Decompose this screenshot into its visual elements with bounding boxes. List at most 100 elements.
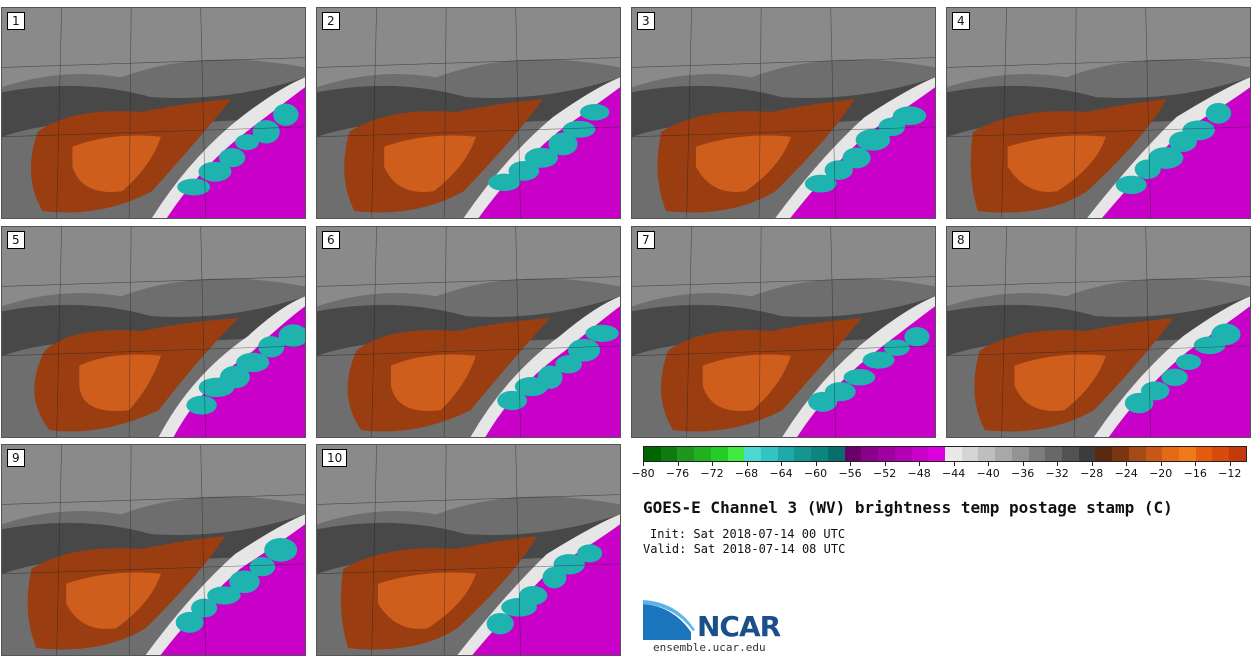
colorbar-tick-label: −72: [700, 467, 724, 480]
stamp-10[interactable]: 10: [316, 444, 621, 656]
colorbar-tick: [1022, 462, 1024, 466]
stamp-number: 2: [322, 12, 340, 30]
colorbar-tick: [919, 462, 921, 466]
colorbar-segment: [1229, 447, 1246, 461]
colorbar-tick: [1057, 462, 1059, 466]
satellite-map: [632, 8, 935, 218]
stamp-number: 7: [637, 231, 655, 249]
stamp-number: 6: [322, 231, 340, 249]
ncar-logo-icon: [643, 600, 695, 640]
stamp-4[interactable]: 4: [946, 7, 1251, 219]
stamp-number: 1: [7, 12, 25, 30]
colorbar: [643, 446, 1247, 462]
colorbar-tick: [1091, 462, 1093, 466]
colorbar-segment: [827, 447, 845, 461]
colorbar-tick-label: −24: [1114, 467, 1138, 480]
satellite-map: [947, 227, 1250, 437]
colorbar-segment: [1145, 447, 1163, 461]
colorbar-tick: [884, 462, 886, 466]
colorbar-segment: [1162, 447, 1179, 461]
colorbar-segment: [911, 447, 929, 461]
stamp-2[interactable]: 2: [316, 7, 621, 219]
colorbar-ticks: −80 −76 −72 −68 −64 −60 −56 −52 −48 −44 −40 −36 −32 −…: [631, 462, 1247, 484]
colorbar-segment: [727, 447, 745, 461]
colorbar-tick-label: −68: [734, 467, 759, 480]
figure-title: GOES-E Channel 3 (WV) brightness temp po…: [643, 498, 1173, 517]
colorbar-segment: [761, 447, 778, 461]
colorbar-segment: [1128, 447, 1146, 461]
colorbar-segment: [894, 447, 912, 461]
colorbar-tick-label: −16: [1183, 467, 1207, 480]
stamp-number: 3: [637, 12, 655, 30]
colorbar-segment: [1028, 447, 1046, 461]
colorbar-segment: [811, 447, 828, 461]
colorbar-tick-label: −36: [1011, 467, 1035, 480]
stamp-5[interactable]: 5: [1, 226, 306, 438]
colorbar-segment: [694, 447, 711, 461]
colorbar-tick-label: −52: [872, 467, 897, 480]
stamp-number: 8: [952, 231, 970, 249]
stamp-number: 4: [952, 12, 970, 30]
colorbar-segment: [844, 447, 862, 461]
colorbar-tick-label: −80: [631, 467, 655, 480]
stamp-9[interactable]: 9: [1, 444, 306, 656]
colorbar-segment: [944, 447, 962, 461]
colorbar-segment: [644, 447, 661, 461]
site-url[interactable]: ensemble.ucar.edu: [653, 641, 766, 654]
satellite-map: [317, 227, 620, 437]
colorbar-tick: [815, 462, 817, 466]
satellite-map: [2, 445, 305, 655]
colorbar-tick: [677, 462, 679, 466]
init-time: Init: Sat 2018-07-14 00 UTC: [650, 527, 846, 541]
colorbar-segment: [978, 447, 996, 461]
colorbar-tick-label: −40: [976, 467, 1000, 480]
colorbar-segment: [660, 447, 678, 461]
colorbar-segment: [1011, 447, 1029, 461]
colorbar-tick: [781, 462, 783, 466]
colorbar-segment: [1095, 447, 1113, 461]
colorbar-segment: [1112, 447, 1129, 461]
colorbar-tick-label: −56: [838, 467, 862, 480]
colorbar-tick: [1195, 462, 1197, 466]
colorbar-tick: [850, 462, 852, 466]
colorbar-tick-label: −44: [942, 467, 966, 480]
satellite-map: [317, 445, 620, 655]
stamp-8[interactable]: 8: [946, 226, 1251, 438]
colorbar-tick-label: −76: [665, 467, 690, 480]
colorbar-tick: [1229, 462, 1231, 466]
stamp-6[interactable]: 6: [316, 226, 621, 438]
colorbar-segment: [861, 447, 879, 461]
colorbar-segment: [1212, 447, 1230, 461]
colorbar-segment: [1179, 447, 1196, 461]
colorbar-tick-label: −48: [907, 467, 931, 480]
colorbar-tick-label: −64: [769, 467, 793, 480]
colorbar-tick-label: −32: [1045, 467, 1069, 480]
stamp-7[interactable]: 7: [631, 226, 936, 438]
colorbar-segment: [710, 447, 728, 461]
colorbar-segment: [677, 447, 695, 461]
colorbar-segment: [1045, 447, 1062, 461]
colorbar-segment: [1195, 447, 1213, 461]
colorbar-tick: [1126, 462, 1128, 466]
stamp-3[interactable]: 3: [631, 7, 936, 219]
colorbar-segment: [995, 447, 1012, 461]
colorbar-tick: [712, 462, 714, 466]
colorbar-segment: [878, 447, 895, 461]
satellite-map: [632, 227, 935, 437]
colorbar-segment: [744, 447, 762, 461]
colorbar-tick: [953, 462, 955, 466]
colorbar-tick: [643, 462, 644, 466]
colorbar-segment: [961, 447, 979, 461]
satellite-map: [2, 8, 305, 218]
colorbar-segment: [928, 447, 945, 461]
stamp-1[interactable]: 1: [1, 7, 306, 219]
stamp-number: 10: [322, 449, 348, 467]
satellite-map: [317, 8, 620, 218]
colorbar-segment: [794, 447, 812, 461]
colorbar-segment: [1078, 447, 1096, 461]
satellite-map: [2, 227, 305, 437]
satellite-map: [947, 8, 1250, 218]
colorbar-tick-label: −60: [803, 467, 828, 480]
stamp-number: 5: [7, 231, 25, 249]
stamp-number: 9: [7, 449, 25, 467]
